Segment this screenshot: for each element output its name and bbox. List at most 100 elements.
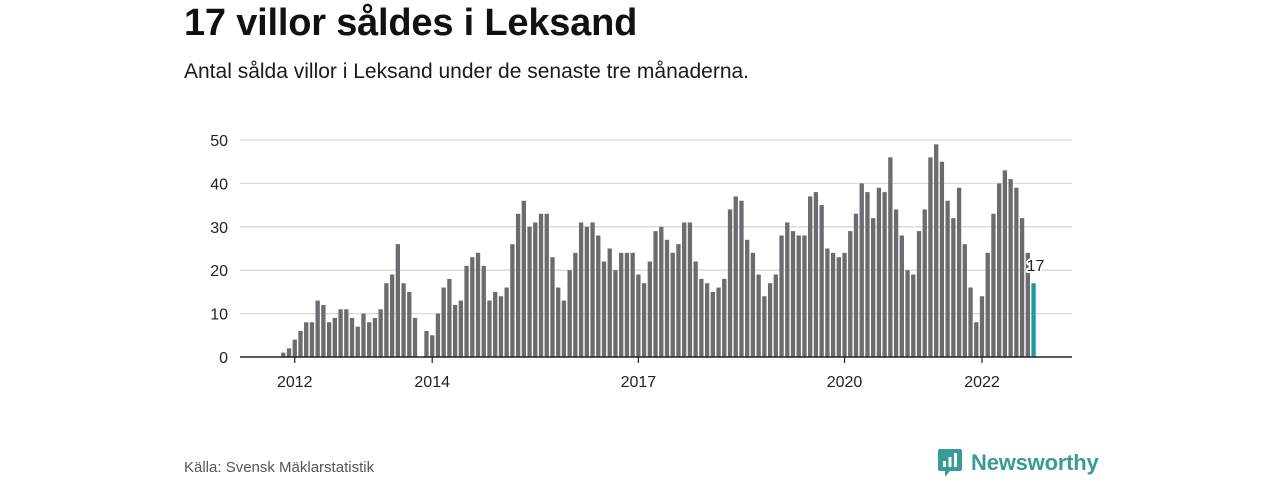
bar (384, 283, 389, 357)
bar (510, 244, 515, 357)
bar (321, 304, 326, 357)
bar (928, 157, 933, 357)
bar (315, 300, 320, 357)
source-note: Källa: Svensk Mäklarstatistik (184, 459, 375, 476)
bar (813, 192, 819, 357)
bar (716, 287, 721, 357)
bar (848, 231, 853, 357)
bar (596, 235, 601, 357)
bar (584, 226, 589, 357)
bar (968, 287, 973, 357)
bar (636, 274, 641, 357)
bar (830, 252, 836, 357)
bar (435, 313, 441, 357)
bar (882, 192, 887, 357)
bar (762, 296, 767, 357)
bar (521, 200, 526, 357)
bar (859, 183, 864, 357)
bar (876, 187, 882, 357)
bar (956, 187, 962, 357)
bar (527, 226, 532, 357)
bar (538, 213, 544, 357)
y-tick-label: 30 (210, 220, 228, 237)
bar (447, 278, 452, 357)
bar (304, 322, 309, 357)
bar (974, 322, 979, 357)
bar (733, 196, 738, 357)
bar (916, 231, 922, 357)
bar (997, 183, 1002, 357)
x-tick-label: 2022 (964, 374, 1000, 391)
bar (401, 283, 406, 357)
bar (670, 252, 675, 357)
x-tick-label: 2012 (277, 374, 313, 391)
bar (550, 257, 555, 357)
brand-logo[interactable]: Newsworthy (937, 448, 1099, 478)
bar (338, 309, 343, 357)
bar (687, 222, 693, 357)
bar (504, 287, 509, 357)
bar (332, 317, 337, 357)
bar (619, 252, 624, 357)
bar (819, 205, 824, 357)
bar (693, 261, 698, 357)
bar (590, 222, 595, 357)
bar (796, 235, 801, 357)
bar (865, 192, 870, 357)
bar (613, 270, 618, 357)
bar (326, 322, 332, 357)
bar (962, 244, 967, 357)
bar (578, 222, 584, 357)
bar (481, 265, 486, 357)
bar (779, 235, 784, 357)
y-tick-label: 50 (210, 133, 228, 150)
bar (561, 300, 567, 357)
bar (372, 317, 378, 357)
bar (344, 309, 349, 357)
bar (911, 274, 916, 357)
bar (1019, 218, 1025, 357)
bar (659, 226, 664, 357)
bar (682, 222, 687, 357)
bar (653, 231, 658, 357)
bar (430, 335, 435, 357)
bar (286, 348, 292, 357)
bar (664, 239, 670, 357)
y-tick-label: 10 (210, 307, 228, 324)
bar (487, 300, 492, 357)
bar (836, 257, 841, 357)
bar (745, 239, 750, 357)
highlight-bar (1031, 283, 1036, 357)
bar (281, 352, 286, 357)
bar (1014, 187, 1019, 357)
bar (704, 283, 710, 357)
x-tick-label: 2014 (414, 374, 450, 391)
bar (785, 222, 790, 357)
bar (756, 274, 761, 357)
bar (1025, 252, 1030, 357)
bar (767, 283, 773, 357)
bar (945, 200, 950, 357)
bar (991, 213, 996, 357)
bar (727, 209, 733, 357)
bar-chart: 0 10 20 30 40 50 2012 2014 2017 2020 2022 17 (210, 133, 1072, 391)
y-tick-label: 0 (219, 350, 228, 367)
bar (939, 161, 945, 357)
bar (905, 270, 910, 357)
bar (699, 278, 704, 357)
bar (292, 339, 297, 357)
x-tick-label: 2017 (621, 374, 657, 391)
bar (556, 287, 561, 357)
bar (842, 252, 847, 357)
bar (647, 261, 652, 357)
bar (871, 218, 876, 357)
bar (493, 291, 498, 357)
x-tick-label: 2020 (827, 374, 863, 391)
bar (630, 252, 635, 357)
bar (676, 244, 681, 357)
bar (298, 330, 303, 357)
bar (710, 291, 715, 357)
bar (515, 213, 521, 357)
bar (951, 218, 956, 357)
chart-title: 17 villor såldes i Leksand (184, 2, 638, 44)
